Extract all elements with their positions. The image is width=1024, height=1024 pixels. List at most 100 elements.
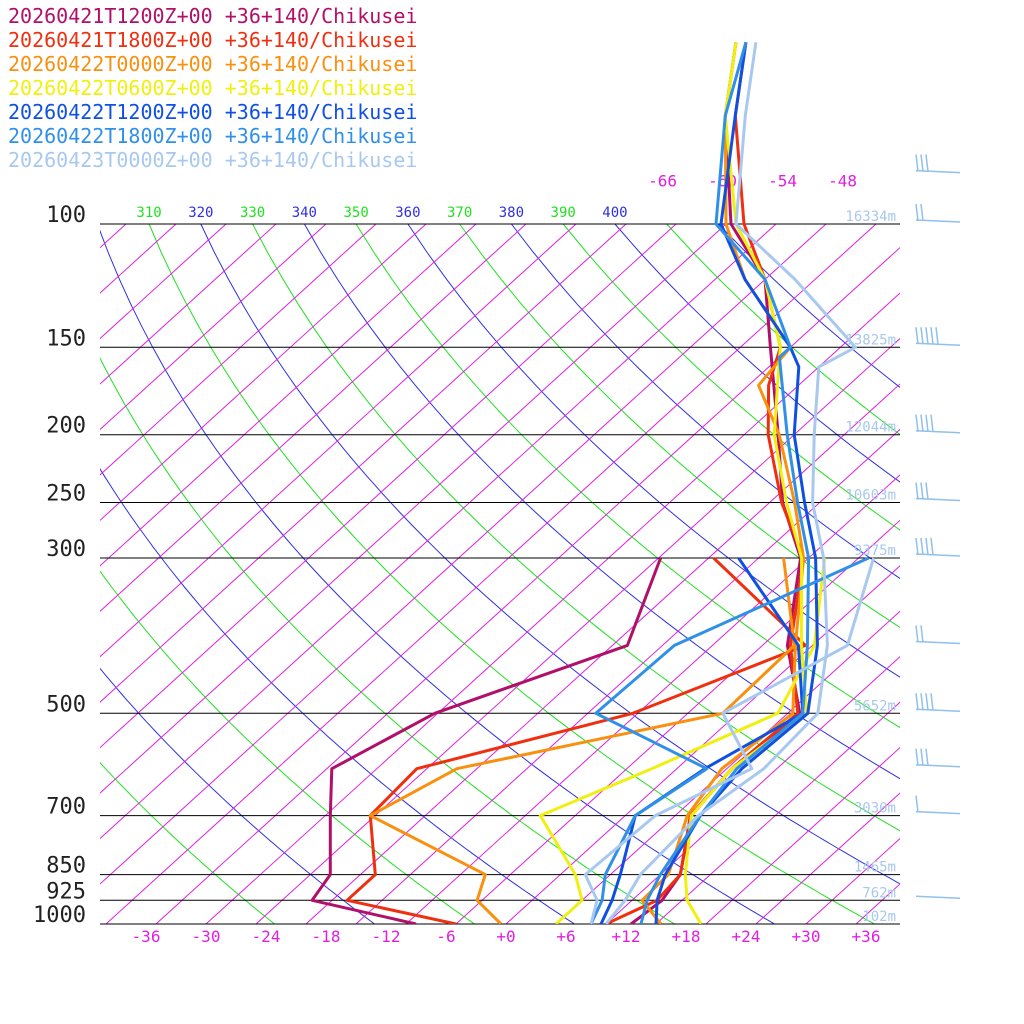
pressure-label-150: 150	[46, 326, 86, 351]
isotherm--5	[455, 519, 900, 924]
series-3-dewpoint	[538, 557, 827, 924]
temp-tick--24: -24	[252, 927, 281, 946]
theta-label-320: 320	[188, 205, 213, 221]
theta-label-310: 310	[136, 205, 161, 221]
series-0-dewpoint	[310, 557, 663, 924]
moist-adiabat-370	[459, 223, 900, 629]
dry-adiabat-320	[200, 223, 900, 885]
temp-tick-+36: +36	[852, 927, 881, 946]
wind-barb-500	[915, 693, 961, 713]
pressure-label-300: 300	[46, 537, 86, 562]
pressure-label-100: 100	[46, 203, 86, 228]
isotherm--125	[0, 224, 26, 924]
isotherm-40	[906, 224, 1024, 924]
isotherm-lines	[0, 223, 1024, 924]
pressure-label-700: 700	[46, 795, 86, 820]
isotherm--80	[100, 223, 477, 567]
temp-tick--6: -6	[436, 927, 455, 946]
isotherm--50	[100, 223, 777, 840]
wind-barb-300	[915, 537, 961, 557]
temp-tick-+30: +30	[792, 927, 821, 946]
wind-barbs	[915, 154, 961, 900]
wind-barb-85	[915, 154, 961, 174]
isotherm--20	[305, 383, 900, 924]
series-6-temperature	[604, 42, 857, 924]
isotherm--45	[100, 223, 827, 885]
temp-tick-+6: +6	[556, 927, 575, 946]
series-2-dewpoint	[368, 557, 796, 924]
wind-barb-700	[915, 795, 961, 815]
wind-barb-400	[915, 625, 961, 645]
isotherm-10	[605, 656, 900, 924]
series-4-temperature	[654, 42, 819, 924]
pressure-label-250: 250	[46, 482, 86, 507]
isotherm--60	[100, 223, 677, 749]
legend-entry: 20260422T0000Z+00 +36+140/Chikusei	[8, 52, 418, 76]
temp-tick--36: -36	[132, 927, 161, 946]
isotherm--85	[100, 223, 427, 522]
temp-tick-+12: +12	[612, 927, 641, 946]
isotherm-15	[655, 701, 900, 924]
isotherm-5	[555, 610, 900, 924]
isotherm-20	[705, 746, 900, 924]
axis-labels: 100 16334m 150 13825m 200 12044m 250 10603m 300 9…	[33, 172, 896, 946]
wind-barb-100	[915, 203, 961, 223]
wind-barb-150	[915, 327, 961, 347]
isotherm--40	[105, 223, 877, 924]
moist-adiabat-410	[666, 223, 900, 436]
height-label-500: 5652m	[854, 698, 896, 714]
isotherm-35	[855, 883, 900, 924]
wind-barb-925	[915, 895, 961, 900]
theta-label-380: 380	[499, 205, 524, 221]
temp-tick-+18: +18	[672, 927, 701, 946]
moist-adiabat-330	[252, 223, 900, 832]
theta-label-370: 370	[447, 205, 472, 221]
isotherm--15	[355, 428, 900, 924]
wind-barb-600	[915, 748, 961, 768]
height-label-850: 1465m	[854, 860, 896, 876]
moist-adiabat-310	[148, 223, 875, 924]
legend-entry: 20260421T1200Z+00 +36+140/Chikusei	[8, 4, 418, 28]
theta-label-360: 360	[395, 205, 420, 221]
upper-temp-label--66: -66	[648, 172, 677, 191]
isotherm--90	[100, 223, 377, 476]
theta-label-350: 350	[343, 205, 368, 221]
legend-entry: 20260422T1200Z+00 +36+140/Chikusei	[8, 100, 418, 124]
isotherm-0	[505, 565, 900, 924]
upper-temp-label--48: -48	[828, 172, 857, 191]
height-label-150: 13825m	[845, 332, 896, 348]
isotherm--55	[100, 223, 727, 794]
theta-label-400: 400	[602, 205, 627, 221]
theta-label-390: 390	[551, 205, 576, 221]
theta-label-340: 340	[292, 205, 317, 221]
pressure-label-1000: 1000	[33, 903, 86, 928]
isotherm--75	[100, 223, 527, 612]
series-2-temperature	[640, 42, 806, 924]
wind-barb-250	[915, 482, 961, 502]
isobar-lines	[100, 223, 900, 925]
dry-adiabat-280	[100, 468, 575, 924]
height-label-250: 10603m	[845, 488, 896, 504]
height-label-925: 762m	[862, 885, 896, 901]
isotherm--30	[205, 292, 900, 924]
dry-adiabat-400	[614, 223, 900, 483]
isotherm--35	[155, 246, 900, 924]
height-label-1000: 102m	[862, 909, 896, 925]
temp-tick--30: -30	[192, 927, 221, 946]
temp-tick-+24: +24	[732, 927, 761, 946]
wind-barb-200	[915, 414, 961, 434]
series-5-temperature	[639, 41, 811, 924]
legend: 20260421T1200Z+00 +36+140/Chikusei 202604…	[8, 4, 417, 172]
isotherm--70	[100, 223, 577, 658]
pressure-label-500: 500	[46, 692, 86, 717]
series-3-temperature	[683, 42, 809, 924]
isotherm--65	[100, 223, 627, 703]
series-1-dewpoint	[345, 556, 807, 924]
isotherm-50	[1006, 224, 1024, 924]
legend-entry: 20260421T1800Z+00 +36+140/Chikusei	[8, 28, 418, 52]
temp-tick-+0: +0	[496, 927, 515, 946]
moist-adiabat-250	[100, 761, 275, 924]
isotherm-45	[956, 224, 1024, 924]
sounding-series	[310, 41, 876, 924]
